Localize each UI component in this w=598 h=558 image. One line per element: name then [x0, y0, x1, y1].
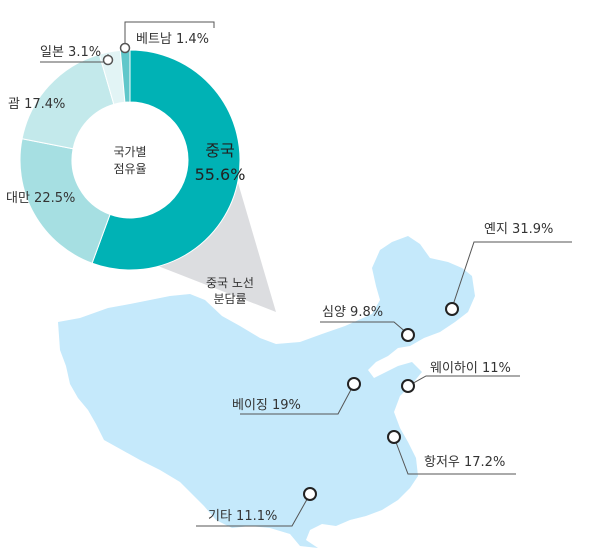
leader-line-weihai: [407, 375, 520, 387]
china-map: [58, 236, 475, 548]
marker-beijing: [347, 377, 361, 391]
marker-other: [303, 487, 317, 501]
marker-japan: [102, 54, 114, 66]
marker-hangzhou: [387, 430, 401, 444]
map-label-yanji: 옌지 31.9%: [484, 222, 553, 237]
map-label-beijing: 베이징 19%: [232, 398, 301, 413]
slice-label-guam: 괌 17.4%: [8, 97, 65, 112]
marker-shenyang: [401, 328, 415, 342]
donut-center-label-line2: 점유율: [113, 162, 146, 176]
slice-label-taiwan: 대만 22.5%: [6, 191, 75, 206]
leader-line-yanji: [451, 241, 572, 309]
route-share-title-line2: 분담률: [213, 292, 246, 306]
pointer-arrow: [158, 176, 276, 312]
leader-line-other: [196, 493, 311, 527]
map-label-other: 기타 11.1%: [208, 509, 277, 524]
slice-label-china-value: 55.6%: [195, 165, 246, 184]
donut-hole: [72, 102, 188, 218]
leader-line-hangzhou: [393, 436, 516, 475]
marker-vietnam: [119, 42, 131, 54]
route-share-title-line1: 중국 노선: [206, 276, 254, 290]
marker-weihai: [401, 379, 415, 393]
donut-chart: [19, 49, 241, 271]
donut-center-label-line1: 국가별: [113, 145, 146, 159]
leader-line-beijing: [240, 383, 355, 415]
leader-line-vietnam: [124, 21, 215, 44]
slice-label-vietnam: 베트남 1.4%: [136, 32, 209, 47]
map-label-shenyang: 심양 9.8%: [322, 305, 383, 320]
map-label-hangzhou: 항저우 17.2%: [424, 455, 505, 470]
marker-yanji: [445, 302, 459, 316]
map-label-weihai: 웨이하이 11%: [430, 361, 511, 376]
slice-label-japan: 일본 3.1%: [40, 45, 101, 60]
slice-label-china-name: 중국: [205, 141, 234, 160]
